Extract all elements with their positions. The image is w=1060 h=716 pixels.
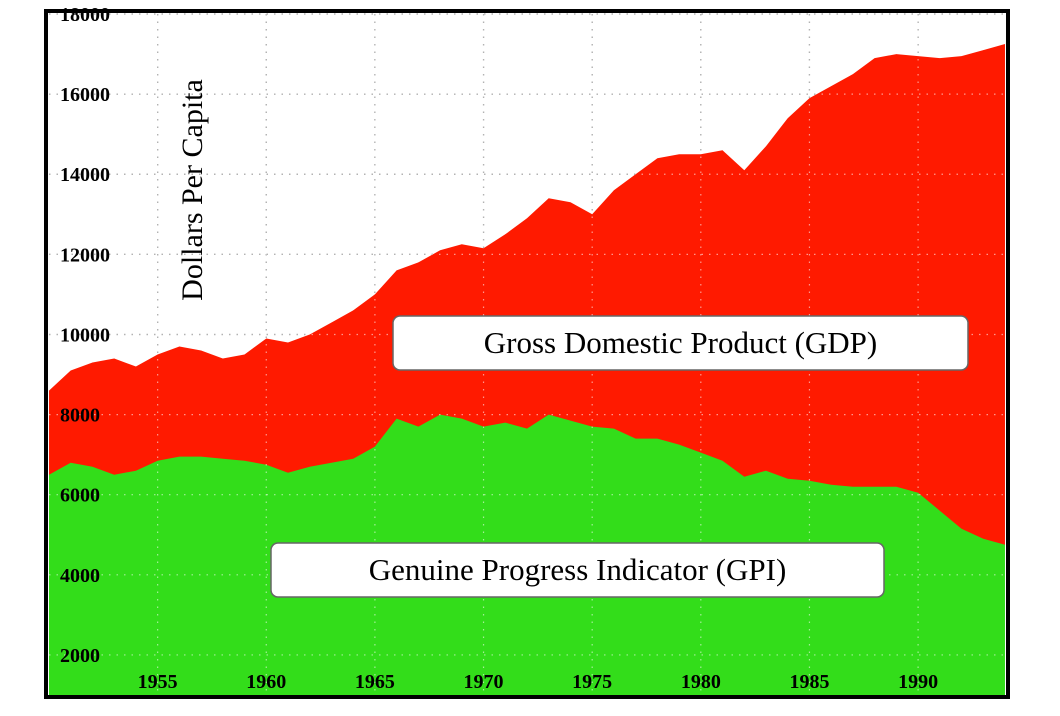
y-tick-label: 4000	[60, 565, 100, 587]
y-axis-label: Dollars Per Capita	[176, 79, 209, 301]
x-tick-label: 1965	[355, 671, 395, 693]
gdp-label: Gross Domestic Product (GDP)	[484, 325, 878, 360]
y-tick-label: 16000	[60, 84, 110, 106]
y-tick-label: 14000	[60, 164, 110, 186]
x-tick-label: 1980	[681, 671, 721, 693]
x-tick-label: 1990	[898, 671, 938, 693]
x-tick-label: 1960	[246, 671, 286, 693]
y-tick-label: 6000	[60, 485, 100, 507]
gpi-label-box: Genuine Progress Indicator (GPI)	[271, 543, 884, 597]
x-tick-label: 1975	[572, 671, 612, 693]
gpi-label: Genuine Progress Indicator (GPI)	[369, 552, 787, 587]
x-tick-label: 1970	[464, 671, 504, 693]
y-tick-label: 2000	[60, 645, 100, 667]
y-tick-label: 18000	[60, 4, 110, 26]
y-tick-label: 12000	[60, 244, 110, 266]
y-tick-label: 10000	[60, 324, 110, 346]
x-tick-label: 1955	[138, 671, 178, 693]
gdp-label-box: Gross Domestic Product (GDP)	[393, 316, 968, 370]
x-tick-label: 1985	[789, 671, 829, 693]
y-tick-label: 8000	[60, 405, 100, 427]
